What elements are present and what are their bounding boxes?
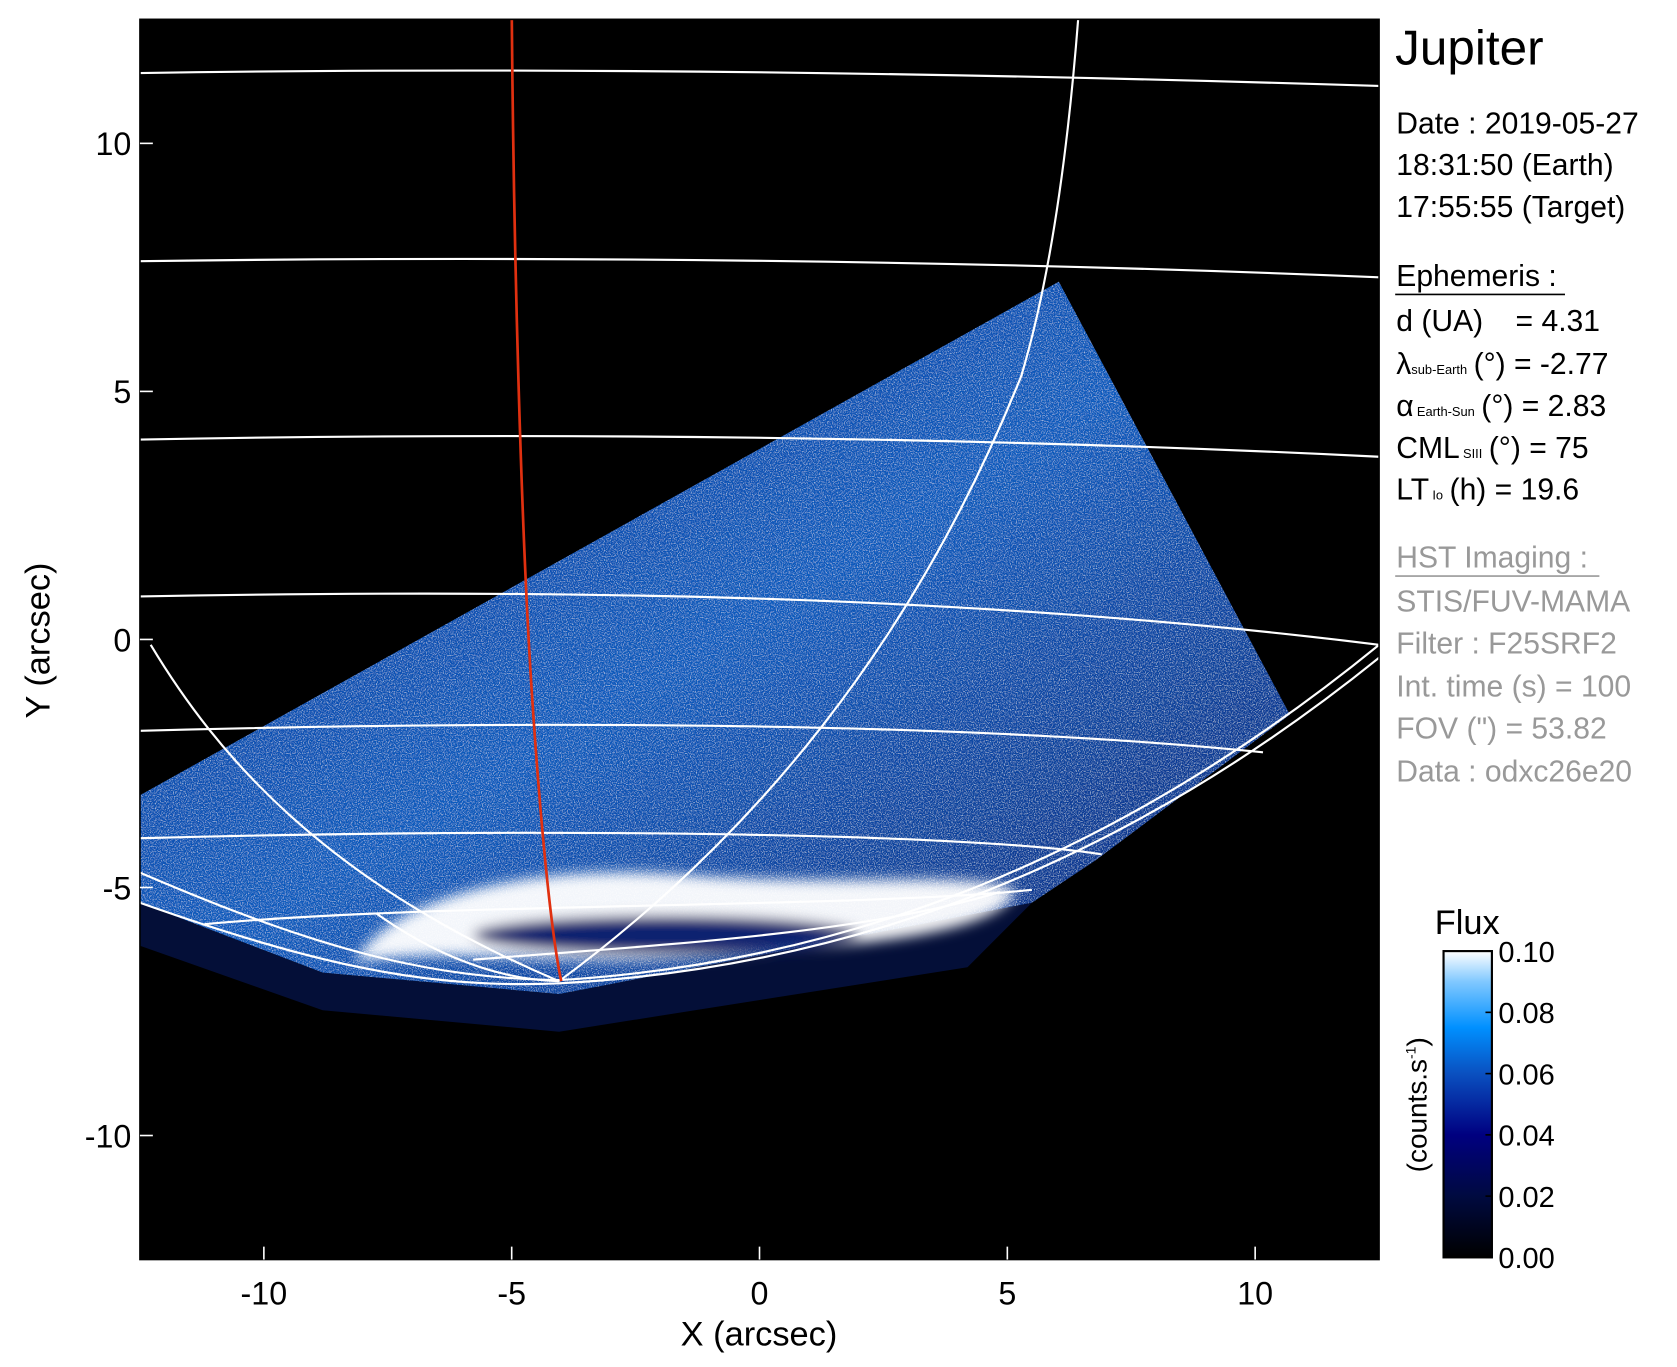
x-axis-ticks: -10 -5 0 5 10 [241, 1246, 1273, 1312]
colorbar-gradient [1442, 950, 1493, 1259]
y-tick-label: -10 [85, 1118, 132, 1154]
x-tick-label: 5 [998, 1276, 1016, 1312]
lt-row: LT Io (h) = 19.6 [1396, 474, 1579, 507]
y-axis-label: Y (arcsec) [20, 563, 58, 719]
lambda-row: λsub-Earth (°) = -2.77 [1396, 348, 1608, 381]
y-tick-label: 5 [113, 374, 131, 410]
colorbar: Flux 0.00 0.02 0.04 0.06 0.08 0.10 (counts.s-… [1401, 904, 1554, 1275]
time-earth: 18:31:50 (Earth) [1396, 149, 1613, 182]
plot-area [139, 18, 1380, 1261]
d-value: = 4.31 [1516, 305, 1600, 338]
x-tick-label: 10 [1237, 1276, 1273, 1312]
colorbar-ticks: 0.00 0.02 0.04 0.06 0.08 0.10 [1485, 937, 1555, 1275]
auroral-oval [354, 872, 1016, 962]
colorbar-tick-label: 0.02 [1498, 1182, 1554, 1214]
limb-glow [139, 902, 1032, 1032]
colorbar-tick-label: 0.04 [1498, 1121, 1554, 1153]
y-tick-label: 10 [95, 126, 131, 162]
d-label: d (UA) [1396, 305, 1483, 338]
ephemeris-title: Ephemeris : [1396, 260, 1556, 293]
x-tick-label: -5 [497, 1276, 526, 1312]
instrument: STIS/FUV-MAMA [1396, 585, 1630, 618]
colorbar-tick-label: 0.10 [1498, 937, 1554, 969]
hst-title: HST Imaging : [1396, 541, 1588, 574]
y-tick-label: 0 [113, 622, 131, 658]
colorbar-title: Flux [1435, 904, 1500, 942]
date: Date : 2019-05-27 [1396, 107, 1638, 140]
colorbar-tick-label: 0.00 [1498, 1243, 1554, 1275]
colorbar-unit: (counts.s-1) [1401, 1037, 1432, 1172]
colorbar-tick-label: 0.06 [1498, 1059, 1554, 1091]
chart-title: Jupiter [1395, 20, 1543, 75]
info-panel: Jupiter Date : 2019-05-27 18:31:50 (Eart… [1395, 20, 1639, 788]
y-axis-ticks: 10 5 0 -5 -10 [85, 126, 153, 1154]
x-tick-label: -10 [241, 1276, 288, 1312]
central-meridian-line [510, 19, 563, 982]
colorbar-tick-label: 0.08 [1498, 998, 1554, 1030]
x-tick-label: 0 [751, 1276, 769, 1312]
filter: Filter : F25SRF2 [1396, 627, 1617, 660]
y-tick-label: -5 [103, 870, 132, 906]
time-target: 17:55:55 (Target) [1396, 191, 1625, 224]
cml-row: CML SIII (°) = 75 [1396, 432, 1588, 465]
disk-emission [139, 281, 1290, 995]
alpha-row: α Earth-Sun (°) = 2.83 [1396, 390, 1606, 423]
dataset: Data : odxc26e20 [1396, 755, 1632, 788]
int-time: Int. time (s) = 100 [1396, 670, 1631, 703]
lat-lon-grid [139, 19, 1380, 986]
x-axis-label: X (arcsec) [681, 1316, 838, 1354]
fov: FOV (") = 53.82 [1396, 712, 1606, 745]
